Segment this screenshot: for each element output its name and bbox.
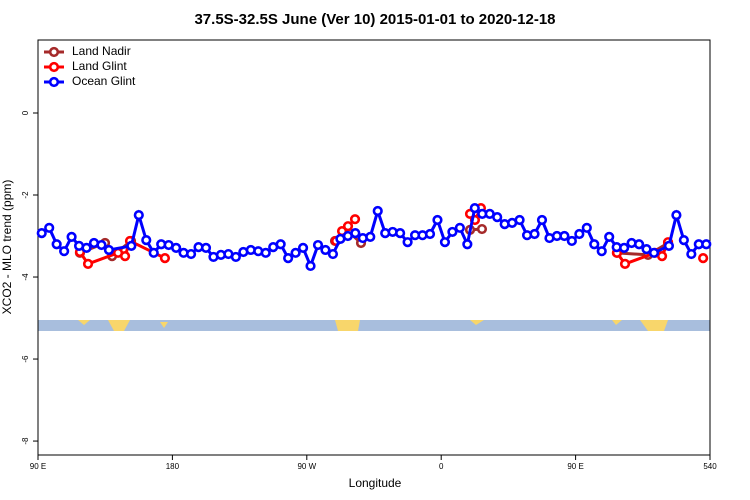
x-tick-label: 90 W: [297, 462, 316, 471]
point: [260, 247, 271, 258]
point: [126, 240, 137, 251]
point: [701, 239, 712, 250]
point: [103, 244, 115, 256]
point: [581, 222, 592, 233]
point: [148, 247, 159, 258]
point: [51, 239, 62, 250]
x-tick-label: 180: [166, 462, 180, 471]
legend-label: Land Nadir: [72, 44, 131, 58]
point: [439, 237, 451, 248]
point: [372, 205, 383, 217]
point: [133, 210, 144, 221]
point: [686, 248, 697, 260]
point: [342, 221, 354, 232]
y-tick-label: -8: [21, 437, 30, 445]
point: [476, 223, 488, 235]
x-tick-label: 540: [703, 462, 717, 471]
point: [589, 239, 600, 250]
legend-marker: [48, 76, 60, 88]
point: [305, 260, 316, 272]
point: [395, 228, 406, 239]
point: [44, 222, 55, 233]
chart-title: 37.5S-32.5S June (Ver 10) 2015-01-01 to …: [194, 11, 555, 28]
point: [462, 239, 473, 250]
point: [656, 251, 668, 262]
point: [350, 228, 361, 239]
point: [82, 258, 94, 270]
point: [312, 239, 324, 251]
point: [698, 253, 709, 264]
legend-marker: [48, 61, 60, 73]
point: [574, 228, 585, 240]
point: [349, 214, 361, 225]
point: [185, 248, 197, 260]
point: [447, 226, 458, 238]
point: [96, 239, 107, 251]
point: [159, 253, 171, 264]
x-tick-label: 90 E: [30, 462, 46, 471]
point: [66, 231, 77, 242]
point: [290, 247, 301, 258]
point: [327, 248, 339, 260]
point: [402, 237, 413, 248]
legend-marker: [48, 46, 60, 58]
y-tick-label: -4: [21, 273, 30, 281]
point: [200, 242, 212, 254]
point: [619, 258, 631, 270]
point: [648, 247, 660, 258]
map-strip: [38, 320, 710, 331]
point: [566, 235, 577, 247]
x-tick-label: 90 E: [567, 462, 583, 471]
point: [633, 239, 645, 250]
plot-frame: [37, 39, 711, 456]
point: [297, 242, 309, 254]
y-axis-label: XCO2 - MLO trend (ppm): [0, 180, 14, 315]
point: [81, 242, 92, 254]
point: [678, 235, 689, 246]
point: [671, 210, 682, 221]
point: [559, 230, 570, 242]
point: [283, 253, 294, 264]
point: [619, 242, 630, 254]
point: [641, 244, 652, 255]
point: [492, 212, 503, 223]
point: [432, 214, 443, 226]
legend-label: Land Glint: [72, 59, 127, 73]
y-tick-label: -6: [21, 355, 30, 363]
point: [365, 231, 376, 242]
point: [514, 214, 525, 226]
point: [596, 246, 607, 257]
point: [469, 203, 480, 214]
point: [529, 228, 540, 240]
x-axis-label: Longitude: [349, 476, 402, 490]
point: [663, 240, 675, 251]
point: [141, 235, 152, 246]
y-tick-label: -2: [21, 191, 30, 199]
point: [59, 246, 70, 257]
point: [320, 244, 331, 256]
point: [230, 251, 241, 263]
point: [424, 228, 436, 240]
point: [275, 239, 286, 250]
point: [454, 222, 465, 233]
point: [536, 214, 548, 226]
x-tick-label: 0: [439, 462, 444, 471]
point: [119, 251, 131, 262]
point: [36, 228, 47, 239]
y-tick-label: 0: [21, 110, 30, 115]
point: [171, 242, 182, 254]
legend-label: Ocean Glint: [72, 74, 136, 88]
point: [604, 231, 615, 242]
